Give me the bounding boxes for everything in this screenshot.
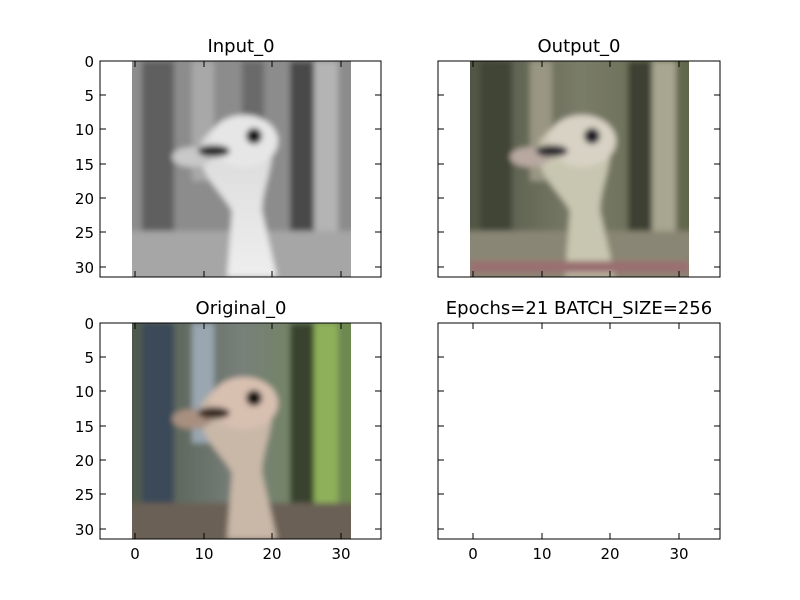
panel-original-xaxis: 0 10 20 30 [130,323,351,563]
panel-output-yticks [438,60,720,268]
panel-input-xticks [134,61,342,277]
original-image [132,323,351,539]
panel-input: Input_0 [75,36,382,278]
x-tick-label: 20 [600,545,619,563]
x-tick-label: 0 [468,545,478,563]
output-image [470,61,689,277]
panel-empty-title: Epochs=21 BATCH_SIZE=256 [446,298,712,319]
y-tick-label: 0 [84,315,94,333]
y-tick-label: 15 [75,418,94,436]
x-tick-label: 30 [331,545,350,563]
y-tick-label: 0 [84,53,94,71]
x-tick-label: 30 [669,545,688,563]
panel-empty-xaxis: 0 10 20 30 [468,323,689,563]
panel-original-title: Original_0 [196,298,287,319]
panel-empty: Epochs=21 BATCH_SIZE=256 0 10 20 30 [437,298,721,563]
panel-original-yaxis: 0 5 10 15 20 25 30 [75,315,381,539]
y-tick-label: 30 [75,521,94,539]
y-tick-label: 10 [75,383,94,401]
y-tick-label: 25 [75,486,94,504]
panel-output-title: Output_0 [538,36,621,57]
panel-input-yaxis: 0 5 10 15 20 25 30 [75,53,381,277]
panel-empty-frame [437,322,721,540]
x-tick-label: 20 [262,545,281,563]
panel-output-frame [437,60,721,278]
input-image [132,61,351,277]
y-tick-label: 25 [75,224,94,242]
panel-input-frame [99,60,382,278]
y-tick-label: 10 [75,121,94,139]
panel-output-xticks [472,61,680,277]
panel-original-frame [99,322,382,540]
x-tick-label: 10 [194,545,213,563]
x-tick-label: 0 [130,545,140,563]
y-tick-label: 20 [75,190,94,208]
y-tick-label: 30 [75,259,94,277]
panel-input-title: Input_0 [207,36,274,57]
panel-output: Output_0 [437,36,721,278]
y-tick-label: 20 [75,452,94,470]
x-tick-label: 10 [532,545,551,563]
y-tick-label: 15 [75,156,94,174]
panel-empty-yticks [438,322,720,530]
y-tick-label: 5 [84,87,94,105]
y-tick-label: 5 [84,349,94,367]
panel-original: Original_0 0 [75,298,382,563]
